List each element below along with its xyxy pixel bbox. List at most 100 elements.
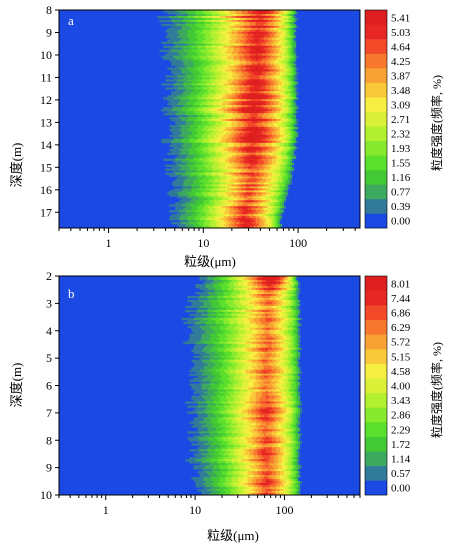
- heatmap-cell: [221, 119, 226, 122]
- heatmap-cell: [201, 85, 208, 88]
- heatmap-cell: [243, 79, 249, 82]
- heatmap-cell: [293, 309, 297, 313]
- heatmap-cell: [239, 17, 247, 21]
- heatmap-cell: [251, 409, 257, 412]
- heatmap-cell: [175, 202, 186, 205]
- heatmap-cell: [255, 105, 263, 108]
- heatmap-cell: [231, 53, 238, 56]
- heatmap-cell: [255, 415, 261, 418]
- heatmap-cell: [171, 71, 182, 74]
- heatmap-cell: [265, 337, 275, 341]
- heatmap-cell: [289, 128, 293, 132]
- heatmap-cell: [293, 451, 297, 454]
- heatmap-cell: [209, 212, 216, 215]
- heatmap-cell: [277, 276, 281, 279]
- heatmap-cell: [255, 198, 263, 201]
- heatmap-cell: [285, 180, 291, 183]
- heatmap-cell: [279, 415, 285, 418]
- y-tick-label: 14: [40, 138, 52, 152]
- heatmap-cell: [189, 166, 198, 169]
- heatmap-cell: [211, 327, 220, 331]
- heatmap-cell: [289, 55, 293, 58]
- heatmap-cell: [231, 220, 236, 223]
- heatmap-cell: [291, 152, 295, 156]
- heatmap-cell: [205, 323, 216, 327]
- heatmap-cell: [261, 89, 267, 92]
- heatmap-cell: [293, 111, 297, 114]
- heatmap-cell: [269, 57, 277, 60]
- heatmap-cell: [179, 194, 190, 197]
- heatmap-cell: [225, 105, 232, 108]
- heatmap-cell: [229, 25, 234, 29]
- heatmap-cell: [279, 202, 283, 205]
- heatmap-cell: [251, 27, 259, 31]
- heatmap-cell: [179, 148, 188, 152]
- heatmap-cell: [183, 105, 192, 108]
- heatmap-cell: [195, 178, 202, 181]
- heatmap-cell: [265, 65, 271, 68]
- heatmap-cell: [237, 122, 245, 126]
- heatmap-cell: [203, 371, 212, 374]
- heatmap-cell: [285, 327, 289, 331]
- heatmap-cell: [203, 391, 214, 394]
- heatmap-cell: [245, 361, 253, 364]
- heatmap-cell: [283, 403, 289, 406]
- heatmap-cell: [269, 182, 275, 185]
- heatmap-cell: [189, 150, 198, 154]
- heatmap-cell: [283, 111, 289, 114]
- heatmap-cell: [205, 33, 212, 37]
- heatmap-cell: [225, 411, 232, 414]
- heatmap-cell: [283, 146, 287, 150]
- heatmap-cell: [287, 119, 291, 122]
- heatmap-cell: [233, 361, 240, 364]
- heatmap-cell: [291, 144, 295, 148]
- heatmap-cell: [239, 289, 247, 293]
- heatmap-cell: [191, 59, 200, 62]
- heatmap-cell: [269, 103, 275, 106]
- heatmap-cell: [257, 10, 267, 13]
- heatmap-cell: [283, 178, 289, 181]
- heatmap-cell: [275, 421, 283, 424]
- heatmap-cell: [227, 122, 232, 126]
- heatmap-cell: [265, 461, 269, 464]
- heatmap-cell: [269, 95, 275, 98]
- heatmap-cell: [203, 222, 210, 225]
- heatmap-cell: [295, 453, 299, 456]
- heatmap-cell: [219, 192, 226, 195]
- heatmap-cell: [275, 381, 281, 384]
- heatmap-cell: [187, 210, 196, 213]
- colorbar-swatch: [365, 169, 387, 185]
- heatmap-cell: [161, 83, 174, 86]
- heatmap-cell: [293, 341, 297, 345]
- heatmap-cell: [273, 214, 277, 217]
- heatmap-cell: [243, 91, 251, 94]
- heatmap-cell: [225, 182, 234, 185]
- heatmap-cell: [293, 39, 297, 43]
- heatmap-cell: [243, 455, 249, 458]
- heatmap-cell: [293, 307, 297, 311]
- heatmap-cell: [247, 349, 253, 353]
- heatmap-cell: [215, 447, 222, 450]
- heatmap-cell: [211, 17, 220, 21]
- heatmap-cell: [229, 281, 234, 285]
- heatmap-cell: [257, 178, 263, 181]
- heatmap-cell: [189, 222, 198, 225]
- heatmap-cell: [249, 67, 257, 70]
- heatmap-cell: [245, 39, 251, 43]
- heatmap-cell: [275, 453, 279, 456]
- heatmap-cell: [225, 192, 232, 195]
- heatmap-cell: [225, 218, 230, 221]
- heatmap-cell: [205, 186, 214, 189]
- heatmap-cell: [273, 51, 279, 54]
- heatmap-cell: [233, 196, 240, 199]
- heatmap-cell: [189, 369, 200, 372]
- heatmap-cell: [233, 453, 240, 456]
- heatmap-cell: [293, 391, 297, 394]
- heatmap-cell: [293, 63, 297, 66]
- heatmap-cell: [239, 443, 247, 446]
- heatmap-cell: [181, 27, 192, 31]
- heatmap-cell: [285, 427, 291, 430]
- heatmap-cell: [267, 45, 273, 49]
- heatmap-cell: [255, 180, 261, 183]
- heatmap-cell: [289, 483, 293, 486]
